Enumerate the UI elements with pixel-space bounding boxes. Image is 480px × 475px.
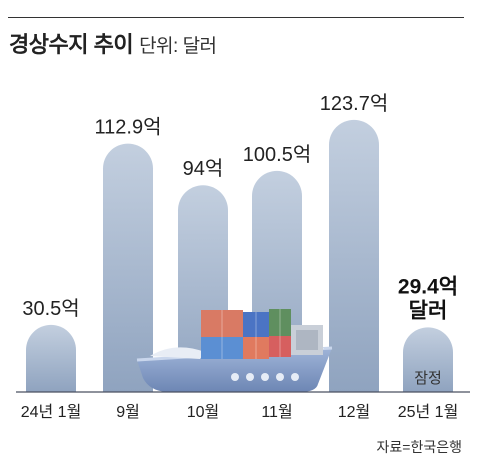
chart-title: 경상수지 추이 [9,32,134,57]
value-label-5: 29.4억 달러 [398,275,458,322]
value-label-0: 30.5억 [22,297,79,320]
bar-5 [402,327,453,392]
category-label-5: 25년 1월 [398,403,459,421]
category-label-3: 11월 [261,403,292,421]
category-label-4: 12월 [338,403,371,421]
cargo-ship-illustration [136,309,333,392]
category-label-0: 24년 1월 [21,403,82,421]
unit-label: 단위: 달러 [139,36,217,57]
value-label-2: 94억 [183,157,224,180]
top-divider [8,17,464,18]
category-label-1: 9월 [116,403,140,421]
value-label-3: 100.5억 [243,143,311,166]
category-label-2: 10월 [187,403,220,421]
bar-0 [26,324,76,392]
bar-1 [103,143,153,392]
bar-4 [329,119,379,393]
source-note: 자료=한국은행 [376,439,462,455]
value-label-1: 112.9억 [95,116,162,139]
annotation-label-0: 잠정 [414,370,442,387]
title-block: 경상수지 추이 단위: 달러 [9,27,217,59]
value-label-4: 123.7억 [320,92,388,115]
